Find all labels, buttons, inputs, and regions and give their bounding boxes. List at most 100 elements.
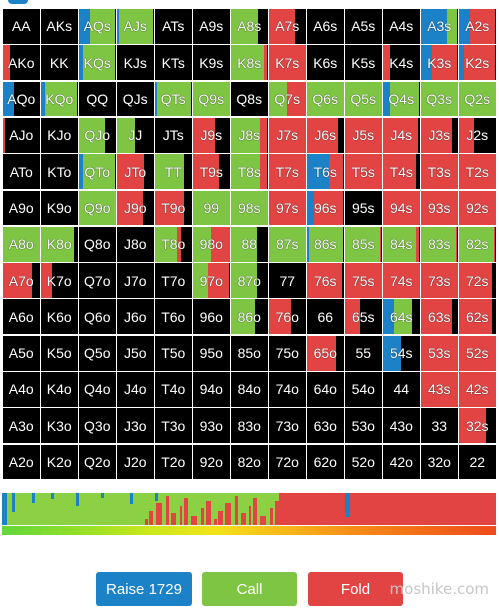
- hand-cell-97o[interactable]: 97o: [192, 262, 231, 299]
- hand-cell-94o[interactable]: 94o: [192, 371, 231, 408]
- hand-cell-AKo[interactable]: AKo: [2, 44, 41, 82]
- hand-cell-44[interactable]: 44: [382, 371, 421, 408]
- hand-cell-T3s[interactable]: T3s: [420, 153, 459, 191]
- hand-cell-A5s[interactable]: A5s: [344, 8, 383, 45]
- hand-cell-83o[interactable]: 83o: [230, 407, 269, 445]
- hand-cell-A9o[interactable]: A9o: [2, 189, 41, 227]
- hand-cell-A2s[interactable]: A2s: [458, 8, 497, 45]
- hand-cell-A4s[interactable]: A4s: [382, 8, 421, 45]
- hand-cell-95o[interactable]: 95o: [192, 334, 231, 372]
- hand-cell-63s[interactable]: 63s: [420, 298, 459, 336]
- hand-cell-J6o[interactable]: J6o: [116, 298, 155, 336]
- hand-cell-K4s[interactable]: K4s: [382, 44, 421, 82]
- fold-button[interactable]: Fold: [308, 572, 403, 606]
- hand-cell-A6s[interactable]: A6s: [306, 8, 345, 45]
- hand-cell-K9o[interactable]: K9o: [40, 189, 79, 227]
- hand-cell-Q6o[interactable]: Q6o: [78, 298, 117, 336]
- hand-cell-93o[interactable]: 93o: [192, 407, 231, 445]
- hand-cell-Q4o[interactable]: Q4o: [78, 371, 117, 408]
- hand-cell-75o[interactable]: 75o: [268, 334, 307, 372]
- hand-cell-T4s[interactable]: T4s: [382, 153, 421, 191]
- hand-cell-JTo[interactable]: JTo: [116, 153, 155, 191]
- hand-cell-95s[interactable]: 95s: [344, 189, 383, 227]
- hand-cell-K6s[interactable]: K6s: [306, 44, 345, 82]
- hand-cell-T8s[interactable]: T8s: [230, 153, 269, 191]
- hand-cell-86o[interactable]: 86o: [230, 298, 269, 336]
- hand-cell-76s[interactable]: 76s: [306, 262, 345, 299]
- hand-cell-Q8s[interactable]: Q8s: [230, 80, 269, 118]
- hand-cell-42o[interactable]: 42o: [382, 443, 421, 481]
- hand-cell-K3s[interactable]: K3s: [420, 44, 459, 82]
- hand-cell-65s[interactable]: 65s: [344, 298, 383, 336]
- hand-cell-72s[interactable]: 72s: [458, 262, 497, 299]
- hand-cell-62o[interactable]: 62o: [306, 443, 345, 481]
- hand-cell-T9s[interactable]: T9s: [192, 153, 231, 191]
- hand-cell-Q6s[interactable]: Q6s: [306, 80, 345, 118]
- hand-cell-QQ[interactable]: QQ: [78, 80, 117, 118]
- info-icon[interactable]: [8, 0, 28, 4]
- hand-cell-76o[interactable]: 76o: [268, 298, 307, 336]
- hand-cell-A7s[interactable]: A7s: [268, 8, 307, 45]
- hand-cell-KQs[interactable]: KQs: [78, 44, 117, 82]
- hand-cell-92o[interactable]: 92o: [192, 443, 231, 481]
- hand-cell-Q4s[interactable]: Q4s: [382, 80, 421, 118]
- hand-cell-A5o[interactable]: A5o: [2, 334, 41, 372]
- hand-cell-A2o[interactable]: A2o: [2, 443, 41, 481]
- hand-cell-85o[interactable]: 85o: [230, 334, 269, 372]
- hand-cell-T5o[interactable]: T5o: [154, 334, 193, 372]
- hand-cell-T7s[interactable]: T7s: [268, 153, 307, 191]
- hand-cell-32s[interactable]: 32s: [458, 407, 497, 445]
- hand-cell-AQs[interactable]: AQs: [78, 8, 117, 45]
- hand-cell-J2s[interactable]: J2s: [458, 116, 497, 154]
- hand-cell-AJo[interactable]: AJo: [2, 116, 41, 154]
- hand-cell-AKs[interactable]: AKs: [40, 8, 79, 45]
- hand-cell-T3o[interactable]: T3o: [154, 407, 193, 445]
- hand-cell-K6o[interactable]: K6o: [40, 298, 79, 336]
- hand-cell-73s[interactable]: 73s: [420, 262, 459, 299]
- hand-cell-43s[interactable]: 43s: [420, 371, 459, 408]
- hand-cell-77[interactable]: 77: [268, 262, 307, 299]
- hand-cell-55[interactable]: 55: [344, 334, 383, 372]
- hand-cell-A6o[interactable]: A6o: [2, 298, 41, 336]
- hand-cell-KK[interactable]: KK: [40, 44, 79, 82]
- hand-cell-65o[interactable]: 65o: [306, 334, 345, 372]
- hand-cell-K5s[interactable]: K5s: [344, 44, 383, 82]
- hand-cell-QJs[interactable]: QJs: [116, 80, 155, 118]
- hand-cell-Q8o[interactable]: Q8o: [78, 225, 117, 263]
- hand-cell-J8o[interactable]: J8o: [116, 225, 155, 263]
- hand-cell-53o[interactable]: 53o: [344, 407, 383, 445]
- hand-cell-J4s[interactable]: J4s: [382, 116, 421, 154]
- hand-cell-K2s[interactable]: K2s: [458, 44, 497, 82]
- hand-cell-K2o[interactable]: K2o: [40, 443, 79, 481]
- hand-cell-J9s[interactable]: J9s: [192, 116, 231, 154]
- hand-cell-Q2s[interactable]: Q2s: [458, 80, 497, 118]
- hand-cell-T4o[interactable]: T4o: [154, 371, 193, 408]
- hand-cell-T6o[interactable]: T6o: [154, 298, 193, 336]
- hand-cell-TT[interactable]: TT: [154, 153, 193, 191]
- hand-cell-J2o[interactable]: J2o: [116, 443, 155, 481]
- hand-cell-A9s[interactable]: A9s: [192, 8, 231, 45]
- hand-cell-Q7s[interactable]: Q7s: [268, 80, 307, 118]
- hand-cell-ATs[interactable]: ATs: [154, 8, 193, 45]
- hand-cell-64o[interactable]: 64o: [306, 371, 345, 408]
- hand-cell-K5o[interactable]: K5o: [40, 334, 79, 372]
- hand-cell-AA[interactable]: AA: [2, 8, 41, 45]
- hand-cell-63o[interactable]: 63o: [306, 407, 345, 445]
- hand-cell-T8o[interactable]: T8o: [154, 225, 193, 263]
- hand-cell-J9o[interactable]: J9o: [116, 189, 155, 227]
- hand-cell-J3o[interactable]: J3o: [116, 407, 155, 445]
- hand-cell-A3s[interactable]: A3s: [420, 8, 459, 45]
- hand-cell-86s[interactable]: 86s: [306, 225, 345, 263]
- hand-cell-ATo[interactable]: ATo: [2, 153, 41, 191]
- hand-cell-97s[interactable]: 97s: [268, 189, 307, 227]
- hand-cell-74s[interactable]: 74s: [382, 262, 421, 299]
- hand-cell-J3s[interactable]: J3s: [420, 116, 459, 154]
- hand-cell-T7o[interactable]: T7o: [154, 262, 193, 299]
- hand-cell-43o[interactable]: 43o: [382, 407, 421, 445]
- hand-cell-T2s[interactable]: T2s: [458, 153, 497, 191]
- hand-cell-82s[interactable]: 82s: [458, 225, 497, 263]
- hand-cell-98o[interactable]: 98o: [192, 225, 231, 263]
- hand-cell-JJ[interactable]: JJ: [116, 116, 155, 154]
- hand-cell-82o[interactable]: 82o: [230, 443, 269, 481]
- hand-cell-64s[interactable]: 64s: [382, 298, 421, 336]
